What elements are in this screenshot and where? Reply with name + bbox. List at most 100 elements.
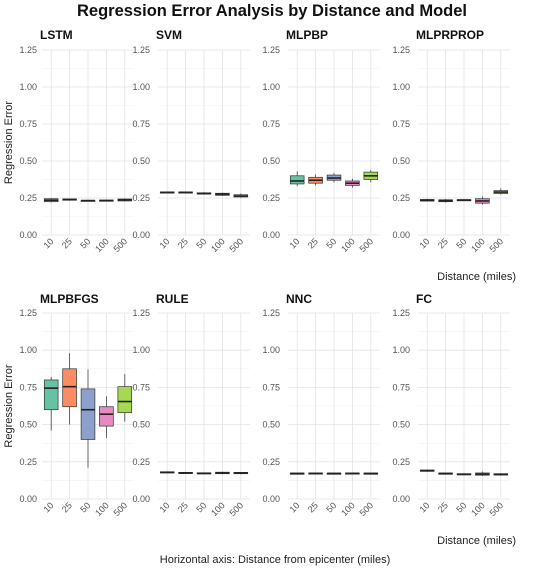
box-50 <box>80 369 96 468</box>
box-100 <box>215 471 230 475</box>
x-tick-label: 50 <box>454 236 468 250</box>
box-10 <box>43 376 59 431</box>
y-tick-label: 0.25 <box>132 457 150 467</box>
box-500 <box>363 472 379 475</box>
box-25 <box>178 191 193 194</box>
y-tick-label: 1.00 <box>132 345 150 355</box>
y-tick-label: 0.25 <box>132 193 150 203</box>
y-tick-label: 0.50 <box>262 156 280 166</box>
box-100 <box>99 396 114 438</box>
x-tick-label: 10 <box>417 500 431 514</box>
y-tick-label: 1.25 <box>392 45 410 55</box>
y-tick-label: 1.25 <box>392 308 410 318</box>
y-tick-label: 1.00 <box>392 345 410 355</box>
y-tick-label: 0.25 <box>19 193 37 203</box>
x-tick-label: 25 <box>176 500 190 514</box>
y-tick-label: 0.00 <box>392 494 410 504</box>
y-tick-label: 1.00 <box>19 82 37 92</box>
box-50 <box>196 472 212 475</box>
x-tick-label: 25 <box>60 236 74 250</box>
box-500 <box>233 193 249 198</box>
box-50 <box>80 199 96 202</box>
box-10 <box>289 472 305 475</box>
y-tick-label: 1.00 <box>392 82 410 92</box>
box-25 <box>178 471 193 475</box>
y-tick-label: 0.75 <box>392 382 410 392</box>
y-tick-label: 0.75 <box>262 119 280 129</box>
panel-title: MLPBP <box>286 28 328 42</box>
x-tick-label: 10 <box>157 236 171 250</box>
x-tick-label: 50 <box>194 500 208 514</box>
box-50 <box>196 192 212 195</box>
y-tick-label: 0.50 <box>132 156 150 166</box>
y-tick-label: 0.50 <box>262 420 280 430</box>
box-25 <box>438 472 453 475</box>
box-10 <box>159 191 175 194</box>
y-tick-label: 1.00 <box>19 345 37 355</box>
y-tick-label: 1.00 <box>262 345 280 355</box>
y-tick-label: 0.00 <box>19 494 37 504</box>
x-tick-label: 500 <box>228 500 246 518</box>
y-tick-label: 0.00 <box>262 230 280 240</box>
figure-caption: Horizontal axis: Distance from epicenter… <box>160 554 390 566</box>
panel-title: FC <box>416 292 432 306</box>
y-tick-label: 0.25 <box>392 193 410 203</box>
box-10 <box>419 198 435 202</box>
x-tick-label: 500 <box>112 236 130 254</box>
box-25 <box>438 199 453 203</box>
y-tick-label: 0.25 <box>392 457 410 467</box>
x-tick-label: 50 <box>78 236 92 250</box>
box-500 <box>363 169 379 183</box>
box-iqr <box>289 175 305 185</box>
x-tick-label: 50 <box>194 236 208 250</box>
box-500 <box>493 473 509 476</box>
x-tick-label: 10 <box>157 500 171 514</box>
panel-title: NNC <box>286 292 312 306</box>
box-500 <box>493 188 509 195</box>
panel-mlprprop: MLPRPROP 0.00 0.25 0.50 0.75 1.00 1.25 10 25 50 10… <box>392 28 516 283</box>
panel-title: RULE <box>156 292 189 306</box>
x-tick-label: 100 <box>209 500 227 518</box>
y-tick-label: 0.75 <box>19 119 37 129</box>
y-tick-label: 0.75 <box>132 382 150 392</box>
box-100 <box>475 196 490 205</box>
box-100 <box>345 472 360 475</box>
y-axis-label: Regression Error <box>3 364 15 447</box>
x-axis-label: Distance (miles) <box>437 271 516 283</box>
box-25 <box>62 353 77 425</box>
panel-mlpbp: MLPBP 0.00 0.25 0.50 0.75 1.00 1.25 10 25 50 100 50… <box>262 28 380 254</box>
y-tick-label: 0.25 <box>19 457 37 467</box>
x-tick-label: 100 <box>93 236 111 254</box>
box-500 <box>233 471 249 475</box>
y-tick-label: 0.50 <box>19 156 37 166</box>
y-tick-label: 0.00 <box>132 494 150 504</box>
box-iqr <box>80 388 96 440</box>
y-tick-label: 0.75 <box>19 382 37 392</box>
box-10 <box>159 471 175 474</box>
panel-fc: FC 0.00 0.25 0.50 0.75 1.00 1.25 10 25 50 100 500 Di… <box>392 292 516 547</box>
y-tick-label: 0.00 <box>19 230 37 240</box>
x-tick-label: 50 <box>78 500 92 514</box>
y-tick-label: 0.25 <box>262 457 280 467</box>
y-tick-label: 0.75 <box>262 382 280 392</box>
panel-title: LSTM <box>40 28 73 42</box>
box-100 <box>99 199 114 202</box>
x-tick-label: 500 <box>488 500 506 518</box>
x-tick-label: 10 <box>287 500 301 514</box>
panel-rule: RULE 0.00 0.25 0.50 0.75 1.00 1.25 10 25 50 100 500 <box>132 292 250 518</box>
x-tick-label: 500 <box>358 236 376 254</box>
y-axis-label: Regression Error <box>3 101 15 184</box>
y-tick-label: 1.00 <box>262 82 280 92</box>
x-tick-label: 50 <box>324 236 338 250</box>
x-tick-label: 10 <box>41 236 55 250</box>
box-25 <box>62 198 77 201</box>
y-tick-label: 0.50 <box>19 420 37 430</box>
box-10 <box>419 469 435 472</box>
box-500 <box>117 198 133 202</box>
panel-title: SVM <box>156 28 182 42</box>
x-tick-label: 10 <box>41 500 55 514</box>
x-tick-label: 25 <box>436 500 450 514</box>
y-tick-label: 1.25 <box>262 308 280 318</box>
x-axis-label: Distance (miles) <box>437 535 516 547</box>
